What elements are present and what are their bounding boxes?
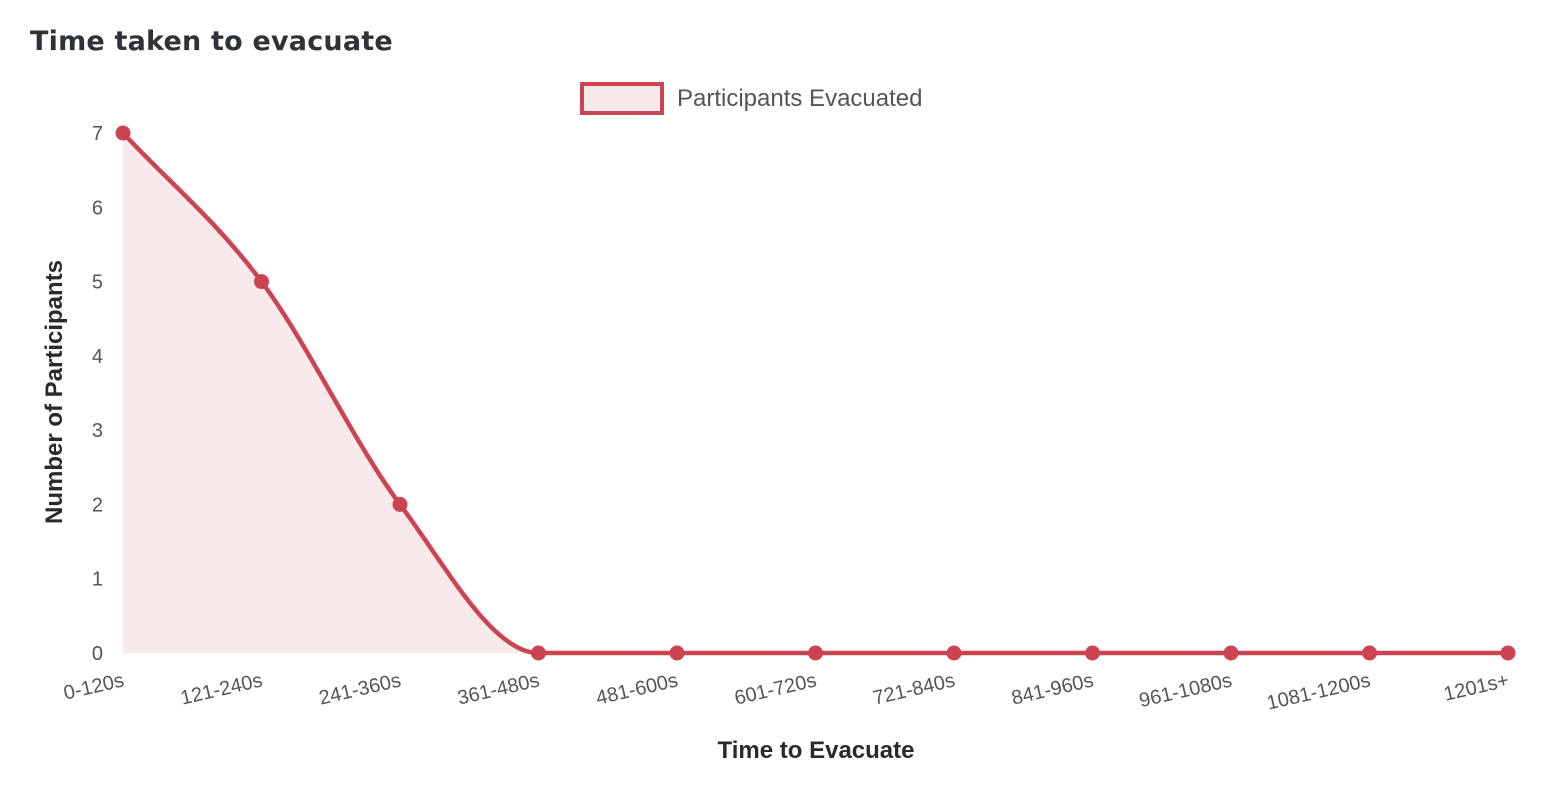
y-tick-label: 1	[92, 569, 103, 591]
y-axis-title: Number of Participants	[41, 260, 68, 524]
legend-label: Participants Evacuated	[677, 85, 922, 112]
x-axis: 0-120s 121-240s 241-360s 361-480s 481-600s 60…	[62, 669, 1512, 714]
data-point[interactable]	[254, 274, 269, 290]
y-tick-label: 5	[92, 272, 103, 294]
x-tick-label: 241-360s	[317, 669, 403, 709]
x-tick-label: 361-480s	[455, 669, 541, 709]
x-tick-label: 601-720s	[732, 669, 818, 709]
data-point[interactable]	[1500, 645, 1516, 661]
data-point[interactable]	[392, 496, 408, 512]
y-tick-label: 6	[92, 197, 103, 219]
x-tick-label: 121-240s	[178, 669, 264, 709]
x-axis-title: Time to Evacuate	[718, 737, 915, 764]
data-point[interactable]	[1085, 645, 1100, 661]
series-line	[121, 131, 1508, 656]
y-tick-label: 0	[92, 643, 103, 665]
legend-swatch[interactable]	[580, 82, 664, 115]
x-tick-label: 0-120s	[62, 669, 127, 704]
x-tick-label: 961-1080s	[1137, 669, 1234, 712]
y-tick-label: 4	[92, 346, 103, 368]
data-point[interactable]	[808, 645, 823, 661]
card-title: Time taken to evacuate	[30, 26, 393, 57]
data-point[interactable]	[1362, 645, 1377, 661]
x-tick-label: 481-600s	[594, 669, 680, 709]
y-axis: 0 1 2 3 4 5 6 7	[92, 123, 103, 665]
x-tick-label: 1201s+	[1442, 669, 1511, 705]
series-points	[115, 125, 1516, 661]
y-tick-label: 7	[92, 123, 103, 145]
data-point[interactable]	[946, 645, 962, 661]
x-tick-label: 1081-1200s	[1265, 669, 1373, 714]
series-area-fill	[123, 133, 1508, 653]
y-tick-label: 3	[92, 420, 103, 442]
data-point[interactable]	[531, 645, 546, 661]
y-tick-label: 2	[92, 494, 103, 516]
x-tick-label: 721-840s	[871, 669, 957, 709]
data-point[interactable]	[669, 645, 685, 661]
legend[interactable]: Participants Evacuated	[580, 82, 922, 115]
x-tick-label: 841-960s	[1009, 669, 1095, 709]
data-point[interactable]	[115, 125, 131, 141]
data-point[interactable]	[1223, 645, 1239, 661]
